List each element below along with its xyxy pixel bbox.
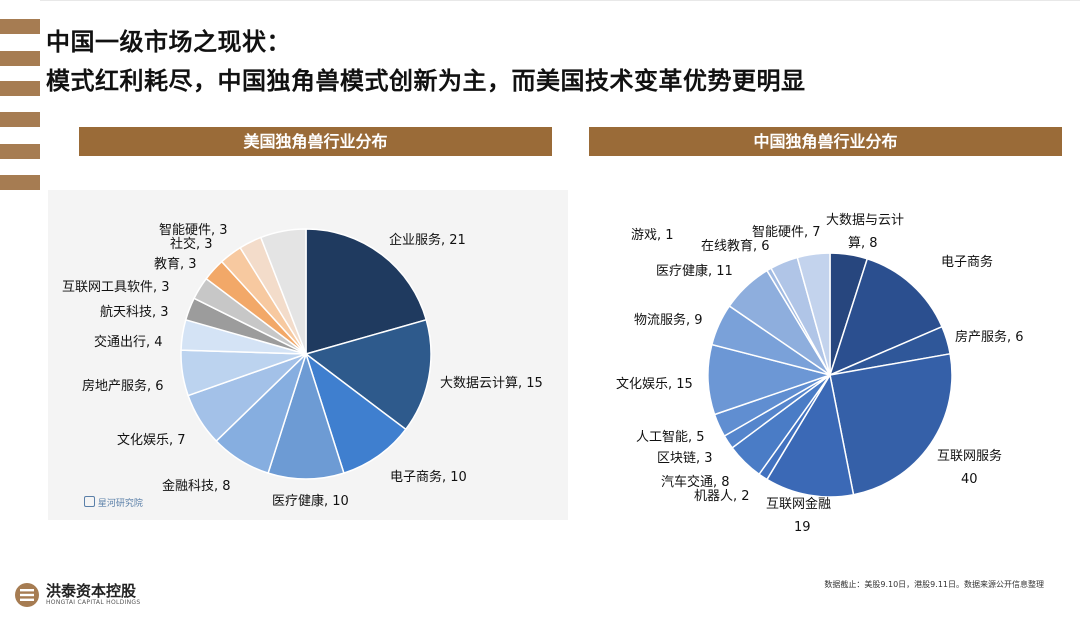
us-pie-slice [259,228,307,355]
hongtai-logo-icon [15,583,39,607]
cn-pie-slice-label: 互联网服务 40 [937,448,1002,487]
cn-chart-banner: 中国独角兽行业分布 [589,127,1062,156]
cn-pie-slice-label: 机器人, 2 [694,489,750,504]
us-pie-slice-label: 大数据云计算, 15 [440,376,543,391]
decor-stripe [0,175,40,190]
us-pie-slice [267,351,345,480]
us-pie-slice-label: 智能硬件, 3 [159,223,228,238]
company-logo: 洪泰资本控股 HONGTAI CAPITAL HOLDINGS [14,582,141,608]
us-pie-slice-label: 交通出行, 4 [94,334,163,350]
cn-pie-slice-label: 物流服务, 9 [634,312,703,328]
cn-pie-slice-label: 互联网金融 19 [766,496,831,535]
cn-pie-slice-label: 智能硬件, 7 [752,225,821,240]
us-pie-slice [304,351,407,475]
page-title-line2: 模式红利耗尽，中国独角兽模式创新为主，而美国技术变革优势更明显 [46,67,806,95]
us-pie-slice-label: 教育, 3 [154,256,197,272]
cn-pie-slice [796,252,831,376]
source-watermark: 星河研究院 [84,496,143,509]
decor-stripe [0,144,40,159]
cn-pie-slice-label: 医疗健康, 11 [656,263,733,279]
logo-cn-text: 洪泰资本控股 [46,582,137,600]
logo-en-text: HONGTAI CAPITAL HOLDINGS [46,599,141,606]
watermark-logo-icon [84,496,95,507]
cn-pie-slice-label: 文化娱乐, 15 [616,377,693,392]
decor-stripe [0,51,40,66]
us-pie-slice-label: 航天科技, 3 [100,304,169,320]
cn-pie-slice-label: 汽车交通, 8 [661,474,730,490]
us-pie-slice-label: 社交, 3 [170,236,213,252]
decor-stripe [0,112,40,127]
page-title-line1: 中国一级市场之现状： [46,28,291,56]
us-pie-slice [304,318,432,431]
cn-pie-slice-label: 游戏, 1 [631,228,674,243]
cn-pie-slice-label: 区块链, 3 [657,451,713,466]
us-pie-slice-label: 文化娱乐, 7 [117,433,186,448]
cn-pie-slice [829,352,953,496]
us-pie-slice [305,228,428,355]
us-pie-chart: 企业服务, 21 大数据云计算, 15 电子商务, 10 医疗健康, 10 金融科技, … [62,223,543,509]
cn-pie-slice-label: 大数据与云计算, 8 [826,213,904,251]
data-source-note: 数据截止：美股9.10日，港股9.11日。数据来源公开信息整理 [824,580,1044,589]
us-pie-slice-label: 医疗健康, 10 [272,493,349,509]
us-pie-slice-label: 金融科技, 8 [162,478,231,494]
cn-pie-slice [765,372,855,498]
cn-pie-slice-label: 房产服务, 6 [955,329,1024,345]
cn-pie-slice-label: 电子商务 [941,254,993,270]
us-pie-slice-label: 互联网工具软件, 3 [62,280,170,295]
us-chart-banner: 美国独角兽行业分布 [79,127,552,156]
decor-stripe [0,81,40,96]
top-rule [40,0,1080,3]
us-pie-slice-label: 电子商务, 10 [390,469,467,485]
cn-pie-slice-label: 人工智能, 5 [636,430,705,445]
cn-pie-slice [828,257,944,377]
us-pie-slice-label: 企业服务, 21 [389,232,466,248]
cn-pie-slice-label: 在线教育, 6 [701,238,770,254]
decor-stripe [0,19,40,34]
us-pie-slice-label: 房地产服务, 6 [82,378,164,394]
